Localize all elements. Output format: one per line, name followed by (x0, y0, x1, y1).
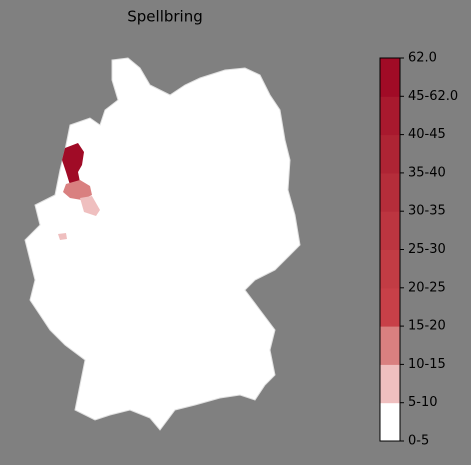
colorbar-segment (380, 96, 400, 136)
colorbar-segment (380, 287, 400, 327)
colorbar-label: 62.0 (408, 51, 437, 66)
colorbar-segment (380, 211, 400, 250)
colorbar-label: 15-20 (408, 319, 446, 334)
colorbar-label: 20-25 (408, 280, 446, 295)
region-high (62, 143, 84, 185)
colorbar-label: 0-5 (408, 434, 429, 449)
region-mid (63, 180, 92, 200)
country-outline (24, 57, 301, 431)
colorbar-label: 45-62.0 (408, 89, 458, 104)
colorbar-segment (380, 134, 400, 174)
colorbar-segment (380, 402, 400, 442)
colorbar-label: 10-15 (408, 357, 446, 372)
map-title: Spellbring (127, 8, 203, 26)
region-low (80, 196, 100, 216)
colorbar-segment (380, 364, 400, 404)
colorbar-segment (380, 326, 400, 365)
colorbar: 0-5 5-10 10-15 15-20 20-25 25-30 30-35 35-40 40-… (379, 51, 458, 449)
germany-map (24, 57, 301, 431)
colorbar-label: 5-10 (408, 395, 438, 410)
region-low (58, 233, 67, 240)
colorbar-segment (380, 58, 400, 97)
colorbar-label: 30-35 (408, 204, 446, 219)
colorbar-segment (380, 249, 400, 289)
colorbar-label: 35-40 (408, 165, 446, 180)
colorbar-label: 25-30 (408, 242, 446, 257)
colorbar-segment (380, 172, 400, 212)
colorbar-label: 40-45 (408, 127, 446, 142)
